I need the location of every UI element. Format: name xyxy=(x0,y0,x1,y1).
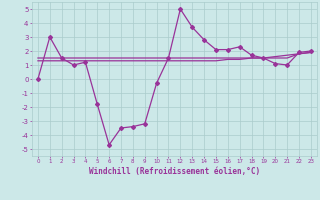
X-axis label: Windchill (Refroidissement éolien,°C): Windchill (Refroidissement éolien,°C) xyxy=(89,167,260,176)
